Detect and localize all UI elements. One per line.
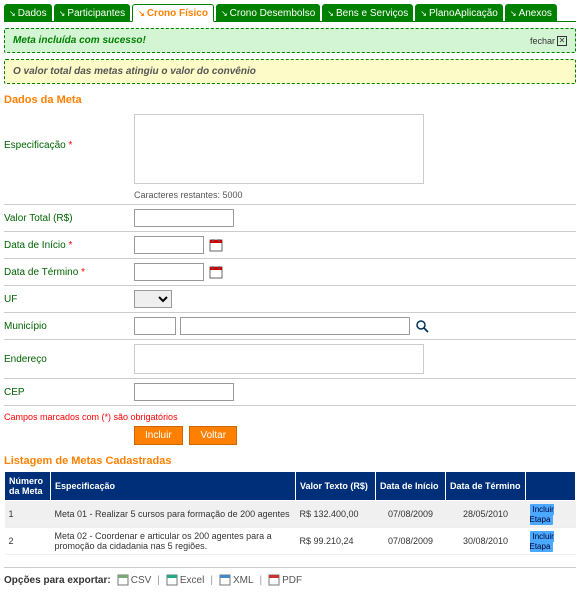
tab-label: Dados bbox=[18, 8, 47, 19]
tab-label: Participantes bbox=[67, 8, 125, 19]
cell-esp: Meta 02 - Coordenar e articular os 200 a… bbox=[51, 528, 296, 555]
tab-label: PlanoAplicação bbox=[429, 8, 498, 19]
data-termino-input[interactable] bbox=[134, 263, 204, 281]
export-excel[interactable]: Excel bbox=[166, 574, 204, 586]
incluir-button[interactable]: Incluir bbox=[134, 426, 183, 445]
label-valor-total: Valor Total (R$) bbox=[4, 213, 134, 224]
pdf-icon bbox=[268, 574, 280, 586]
arrow-icon: ↘ bbox=[420, 9, 427, 18]
label-data-termino: Data de Término * bbox=[4, 267, 134, 278]
col-inicio: Data de Início bbox=[376, 472, 446, 501]
arrow-icon: ↘ bbox=[138, 9, 145, 18]
col-valor: Valor Texto (R$) bbox=[296, 472, 376, 501]
close-icon: ✕ bbox=[557, 36, 567, 46]
arrow-icon: ↘ bbox=[510, 9, 517, 18]
form: Especificação * Caracteres restantes: 50… bbox=[4, 110, 576, 406]
tab-participantes[interactable]: ↘Participantes bbox=[54, 4, 131, 21]
tab-bar: ↘Dados ↘Participantes ↘Crono Físico ↘Cro… bbox=[4, 4, 576, 22]
tab-dados[interactable]: ↘Dados bbox=[4, 4, 52, 21]
search-icon[interactable] bbox=[414, 318, 430, 334]
tab-bens-servicos[interactable]: ↘Bens e Serviços bbox=[322, 4, 413, 21]
col-termino: Data de Término bbox=[446, 472, 526, 501]
section-title-dados-meta: Dados da Meta bbox=[4, 94, 576, 106]
label-cep: CEP bbox=[4, 387, 134, 398]
valor-total-input[interactable] bbox=[134, 209, 234, 227]
mandatory-note: Campos marcados com (*) são obrigatórios bbox=[4, 412, 576, 422]
calendar-icon[interactable] bbox=[208, 264, 224, 280]
tab-plano-aplicacao[interactable]: ↘PlanoAplicação bbox=[415, 4, 503, 21]
label-uf: UF bbox=[4, 294, 134, 305]
calendar-icon[interactable] bbox=[208, 237, 224, 253]
separator: | bbox=[157, 575, 160, 586]
tab-crono-desembolso[interactable]: ↘Crono Desembolso bbox=[216, 4, 320, 21]
arrow-icon: ↘ bbox=[221, 9, 228, 18]
close-label: fechar bbox=[530, 36, 555, 46]
tab-label: Bens e Serviços bbox=[336, 8, 408, 19]
separator: | bbox=[210, 575, 213, 586]
separator: | bbox=[260, 575, 263, 586]
export-bar: Opções para exportar: CSV | Excel | XML … bbox=[4, 567, 576, 586]
warning-text: O valor total das metas atingiu o valor … bbox=[13, 66, 256, 77]
arrow-icon: ↘ bbox=[327, 9, 334, 18]
data-inicio-input[interactable] bbox=[134, 236, 204, 254]
button-row: Incluir Voltar bbox=[4, 426, 576, 445]
cell-termino: 28/05/2010 bbox=[446, 501, 526, 528]
cell-num: 1 bbox=[5, 501, 51, 528]
cell-esp: Meta 01 - Realizar 5 cursos para formaçã… bbox=[51, 501, 296, 528]
label-endereco: Endereço bbox=[4, 354, 134, 365]
excel-icon bbox=[166, 574, 178, 586]
csv-icon bbox=[117, 574, 129, 586]
col-especificacao: Especificação bbox=[51, 472, 296, 501]
especificacao-input[interactable] bbox=[134, 114, 424, 184]
cell-inicio: 07/08/2009 bbox=[376, 528, 446, 555]
endereco-input[interactable] bbox=[134, 344, 424, 374]
cell-termino: 30/08/2010 bbox=[446, 528, 526, 555]
municipio-name-input[interactable] bbox=[180, 317, 410, 335]
table-row: 2 Meta 02 - Coordenar e articular os 200… bbox=[5, 528, 576, 555]
success-message: Meta incluída com sucesso! fechar ✕ bbox=[4, 28, 576, 53]
export-label: Opções para exportar: bbox=[4, 575, 111, 586]
chars-remaining: Caracteres restantes: 5000 bbox=[134, 190, 243, 200]
col-numero: Número da Meta bbox=[5, 472, 51, 501]
export-csv[interactable]: CSV bbox=[117, 574, 152, 586]
xml-icon bbox=[219, 574, 231, 586]
close-button[interactable]: fechar ✕ bbox=[530, 36, 567, 46]
success-text: Meta incluída com sucesso! bbox=[13, 35, 146, 46]
tab-label: Anexos bbox=[519, 8, 552, 19]
label-municipio: Município bbox=[4, 321, 134, 332]
cep-input[interactable] bbox=[134, 383, 234, 401]
warning-message: O valor total das metas atingiu o valor … bbox=[4, 59, 576, 84]
export-pdf[interactable]: PDF bbox=[268, 574, 302, 586]
tab-label: Crono Físico bbox=[147, 8, 208, 19]
col-action bbox=[526, 472, 576, 501]
uf-select[interactable] bbox=[134, 290, 172, 308]
cell-inicio: 07/08/2009 bbox=[376, 501, 446, 528]
municipio-code-input[interactable] bbox=[134, 317, 176, 335]
cell-num: 2 bbox=[5, 528, 51, 555]
incluir-etapa-button[interactable]: Incluir Etapa bbox=[530, 504, 554, 525]
cell-valor: R$ 132.400,00 bbox=[296, 501, 376, 528]
export-xml[interactable]: XML bbox=[219, 574, 254, 586]
tab-anexos[interactable]: ↘Anexos bbox=[505, 4, 557, 21]
incluir-etapa-button[interactable]: Incluir Etapa bbox=[530, 531, 554, 552]
voltar-button[interactable]: Voltar bbox=[189, 426, 237, 445]
section-title-listagem: Listagem de Metas Cadastradas bbox=[4, 455, 576, 467]
table-row: 1 Meta 01 - Realizar 5 cursos para forma… bbox=[5, 501, 576, 528]
arrow-icon: ↘ bbox=[59, 9, 66, 18]
tab-label: Crono Desembolso bbox=[230, 8, 316, 19]
arrow-icon: ↘ bbox=[9, 9, 16, 18]
label-data-inicio: Data de Início * bbox=[4, 240, 134, 251]
metas-table: Número da Meta Especificação Valor Texto… bbox=[4, 471, 576, 555]
label-especificacao: Especificação * bbox=[4, 114, 134, 151]
tab-crono-fisico[interactable]: ↘Crono Físico bbox=[132, 4, 214, 22]
cell-valor: R$ 99.210,24 bbox=[296, 528, 376, 555]
